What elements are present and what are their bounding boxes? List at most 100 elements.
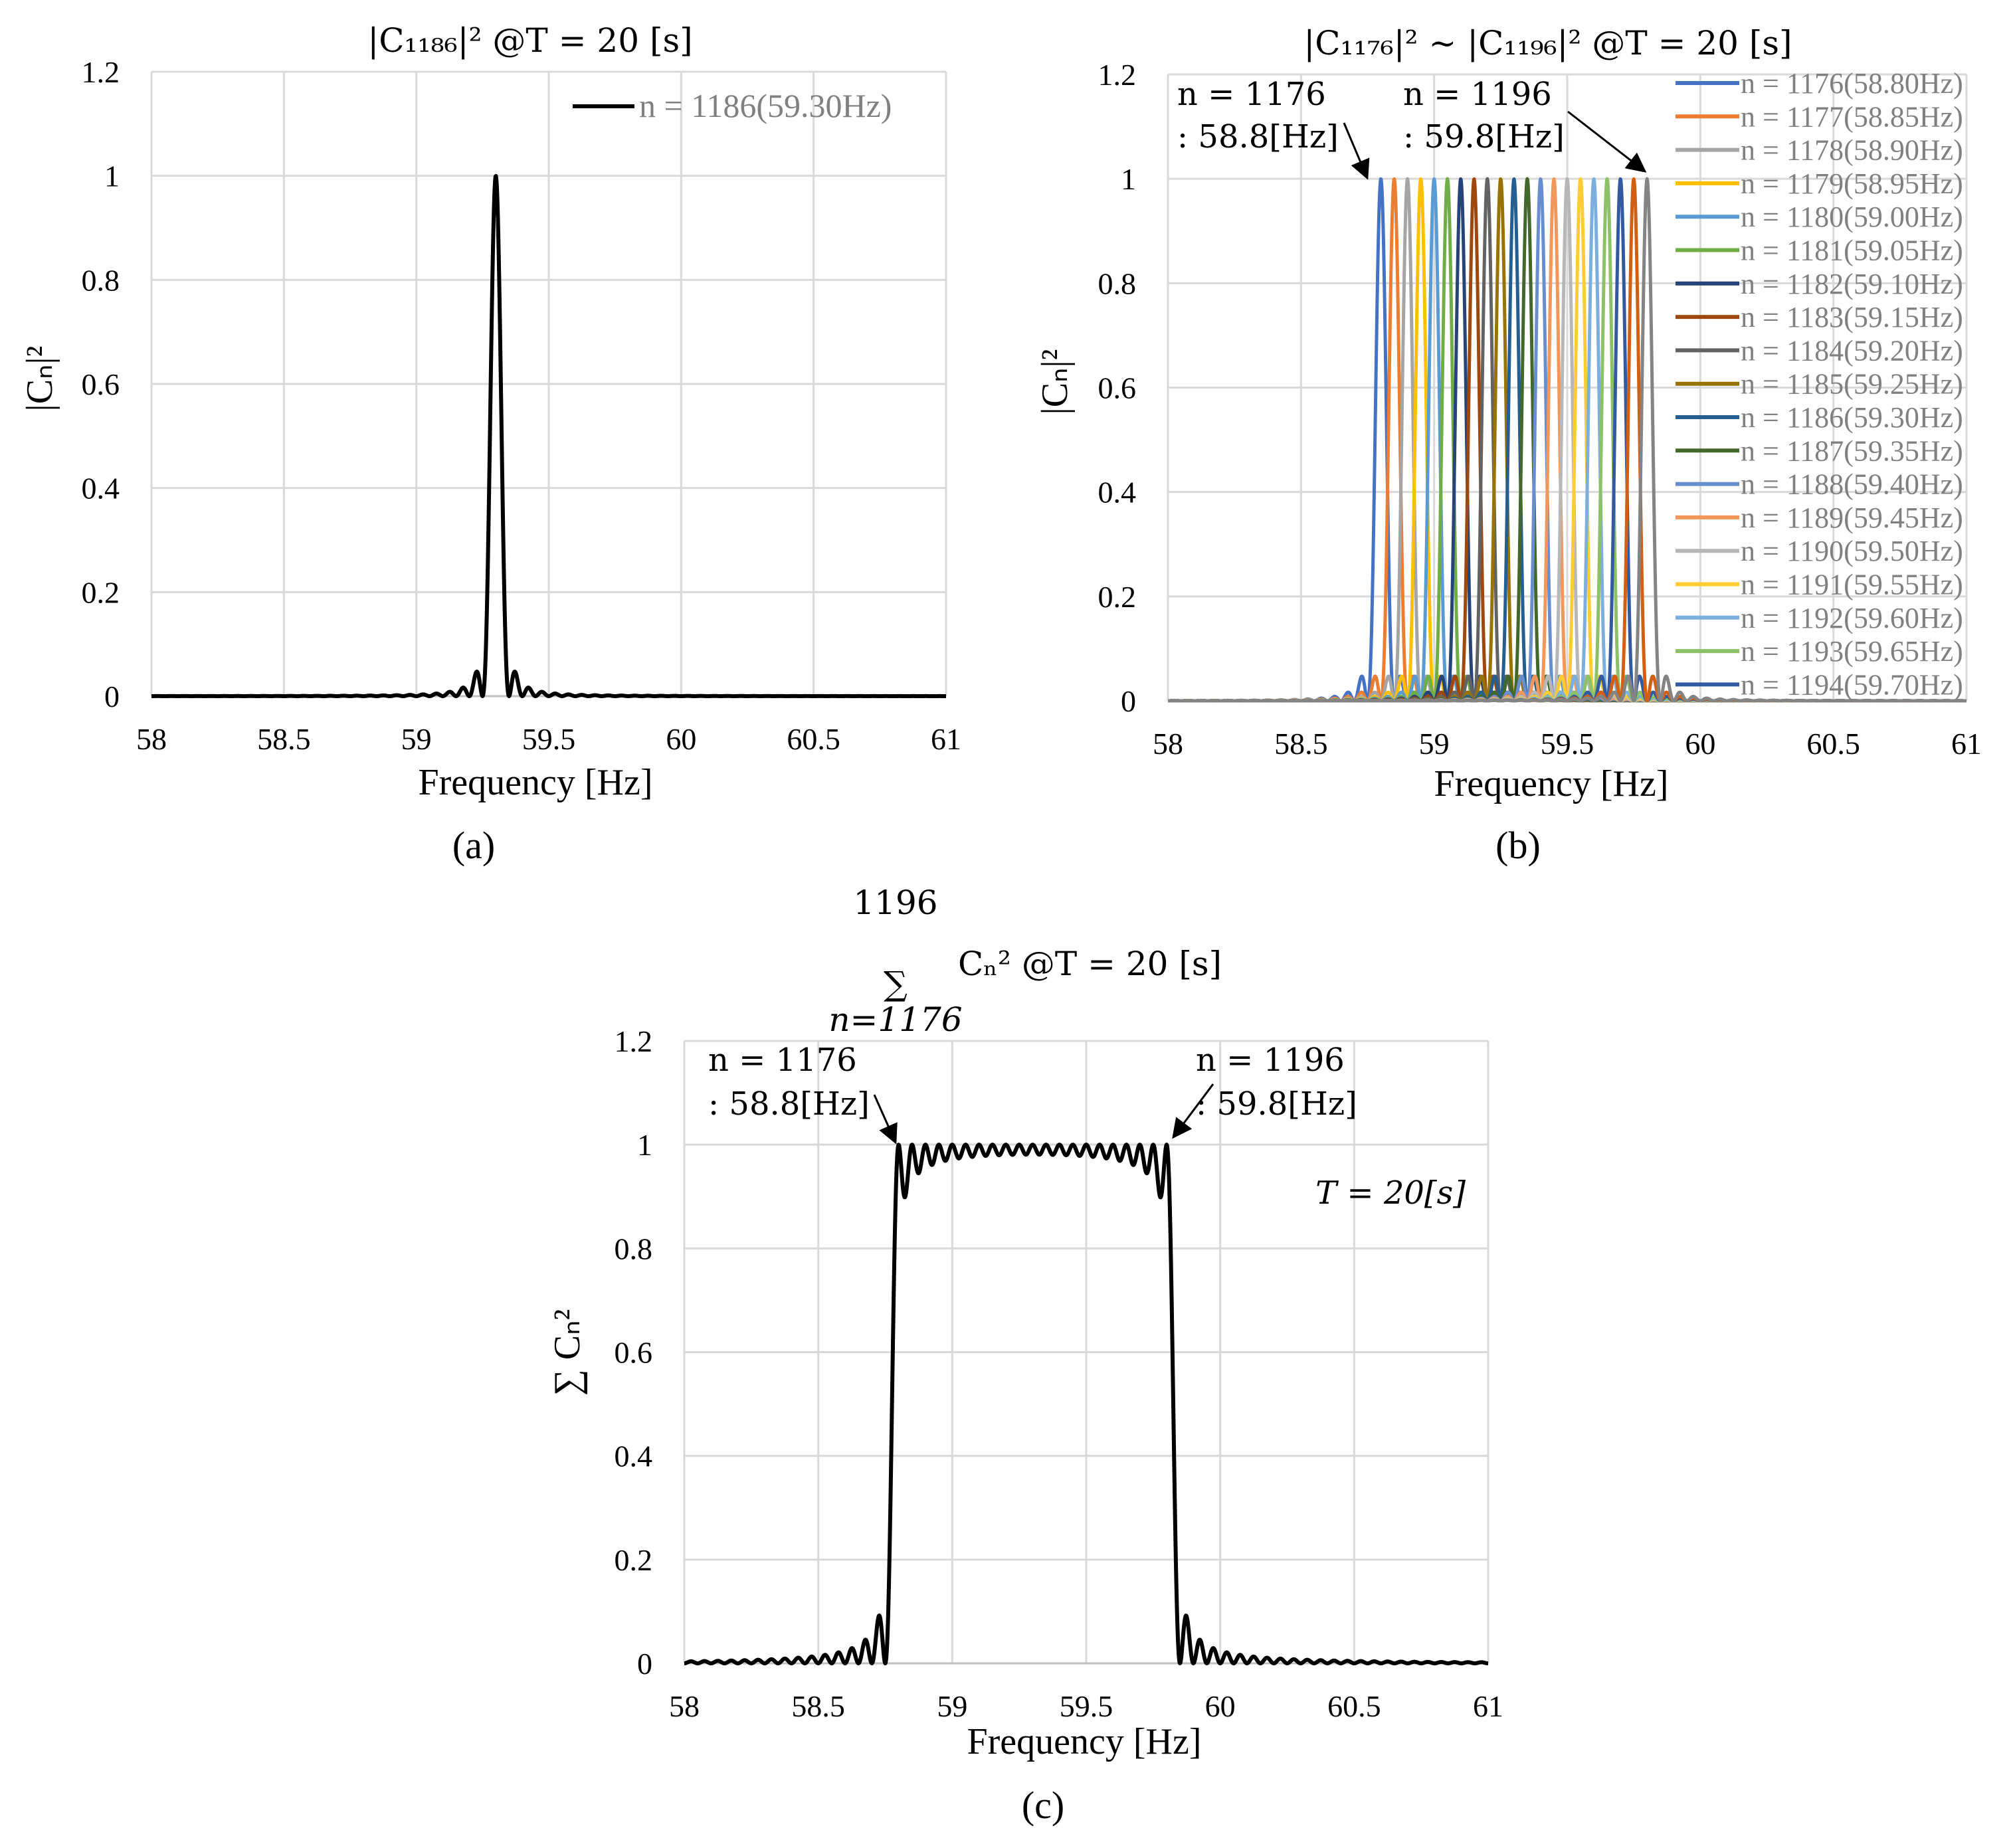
chart-b-legend-entry: n = 1176(58.80Hz) xyxy=(1741,67,1963,100)
chart-b-legend-entry: n = 1187(59.35Hz) xyxy=(1741,434,1963,467)
chart-b-y-tick-label: 0.4 xyxy=(1098,476,1137,509)
chart-b-legend-entry: n = 1186(59.30Hz) xyxy=(1741,401,1963,434)
chart-b-annotation-right-line1: n = 1196 xyxy=(1403,76,1552,113)
chart-a-x-tick-label: 61 xyxy=(931,722,961,756)
chart-b-legend-entry: n = 1192(59.60Hz) xyxy=(1741,602,1963,634)
chart-b-legend-entry: n = 1177(58.85Hz) xyxy=(1741,100,1963,133)
chart-a: 0 0.2 0.4 0.6 0.8 1 1.2 58 58.5 59 59.5 60 60.5 61 |… xyxy=(19,21,961,867)
chart-b-x-tick-label: 58.5 xyxy=(1274,727,1328,761)
chart-c-x-tick-label: 61 xyxy=(1473,1689,1503,1723)
chart-a-title: |C₁₁₈₆|² @T = 20 [s] xyxy=(367,21,692,60)
chart-c-x-label: Frequency [Hz] xyxy=(967,1721,1202,1762)
chart-a-y-label: |Cₙ|² xyxy=(19,346,60,412)
chart-b-series xyxy=(1167,177,1968,703)
chart-b-annotation-left-line1: n = 1176 xyxy=(1177,76,1326,113)
chart-b-legend-entry: n = 1194(59.70Hz) xyxy=(1741,668,1963,701)
chart-a-y-tick-label: 1 xyxy=(104,159,120,193)
chart-b-series-line xyxy=(1167,177,1968,703)
chart-c-x-tick-label: 60.5 xyxy=(1327,1689,1381,1723)
chart-c-y-tick-label: 0.6 xyxy=(615,1336,653,1370)
chart-c-caption: (c) xyxy=(1022,1784,1064,1827)
chart-b-legend-entry: n = 1189(59.45Hz) xyxy=(1741,502,1963,534)
chart-c-annotation-left-line1: n = 1176 xyxy=(708,1042,857,1079)
chart-b-legend: n = 1176(58.80Hz)n = 1177(58.85Hz)n = 11… xyxy=(1676,67,1963,701)
chart-c-annotation-right-line1: n = 1196 xyxy=(1196,1042,1345,1079)
chart-b-x-tick-label: 58 xyxy=(1153,727,1183,761)
chart-a-x-tick-label: 58.5 xyxy=(257,722,311,756)
chart-c-x-tick-label: 59.5 xyxy=(1060,1689,1113,1723)
chart-c-inner-label: T = 20[s] xyxy=(1315,1174,1466,1212)
chart-b-y-tick-label: 0 xyxy=(1121,684,1136,718)
chart-c-x-tick-label: 59 xyxy=(937,1689,967,1723)
chart-c-x-tick-label: 58.5 xyxy=(791,1689,845,1723)
chart-c-grid xyxy=(683,1040,1489,1665)
chart-a-caption: (a) xyxy=(452,824,495,867)
chart-c-y-tick-label: 1 xyxy=(637,1128,652,1162)
chart-c-title-sum-symbol: ∑ xyxy=(884,965,908,1003)
chart-c-annotation-right-arrow xyxy=(1172,1083,1214,1139)
chart-b-y-tick-label: 0.6 xyxy=(1098,371,1137,405)
chart-c-series-line xyxy=(682,1143,1490,1665)
chart-b-legend-entry: n = 1193(59.65Hz) xyxy=(1741,635,1963,668)
chart-c-series xyxy=(682,1143,1490,1665)
chart-b-x-tick-label: 60 xyxy=(1685,727,1715,761)
chart-b-x-tick-label: 60.5 xyxy=(1806,727,1860,761)
chart-a-x-tick-label: 59.5 xyxy=(522,722,576,756)
chart-b-legend-entry: n = 1181(59.05Hz) xyxy=(1741,234,1963,267)
chart-a-y-tick-label: 0 xyxy=(104,680,120,713)
chart-c-x-tick-label: 60 xyxy=(1205,1689,1236,1723)
chart-b-y-tick-label: 0.8 xyxy=(1098,266,1137,300)
chart-c-title-sum-upper: 1196 xyxy=(853,883,937,922)
chart-a-x-label: Frequency [Hz] xyxy=(419,762,653,803)
chart-a-x-tick-label: 60 xyxy=(666,722,696,756)
chart-a-series-line xyxy=(149,173,948,698)
chart-c-title-sum-lower: n=1176 xyxy=(828,1000,962,1039)
chart-b-annotation-right-line2: : 59.8[Hz] xyxy=(1403,118,1565,155)
chart-b-annotation-left-line2: : 58.8[Hz] xyxy=(1177,118,1339,155)
chart-b-y-tick-label: 1 xyxy=(1121,162,1136,196)
chart-a-grid xyxy=(150,70,947,697)
chart-b-legend-entry: n = 1182(59.10Hz) xyxy=(1741,268,1963,300)
chart-b-legend-entry: n = 1191(59.55Hz) xyxy=(1741,569,1963,601)
chart-b-annotation-left-arrow xyxy=(1343,122,1370,180)
chart-b-y-label: |Cₙ|² xyxy=(1034,349,1076,415)
chart-b-legend-entry: n = 1184(59.20Hz) xyxy=(1741,334,1963,367)
chart-a-x-tick-label: 58 xyxy=(136,722,167,756)
chart-b-annotation-right-arrow xyxy=(1567,110,1647,173)
chart-c-y-tick-label: 0.2 xyxy=(615,1543,653,1577)
chart-b-x-tick-label: 59 xyxy=(1419,727,1450,761)
chart-a-x-ticks: 58 58.5 59 59.5 60 60.5 61 xyxy=(136,722,961,756)
chart-a-y-tick-label: 0.6 xyxy=(82,367,120,401)
chart-a-y-tick-label: 0.8 xyxy=(82,263,120,297)
chart-c-y-tick-label: 0.8 xyxy=(615,1232,653,1265)
chart-c-y-tick-label: 0 xyxy=(637,1647,652,1681)
chart-c-annotation-right-line2: : 59.8[Hz] xyxy=(1196,1085,1357,1123)
chart-b-x-ticks: 58 58.5 59 59.5 60 60.5 61 xyxy=(1153,727,1982,761)
chart-a-y-tick-label: 1.2 xyxy=(82,55,120,89)
chart-b-legend-entry: n = 1183(59.15Hz) xyxy=(1741,301,1963,333)
chart-b-y-tick-label: 0.2 xyxy=(1098,580,1137,614)
chart-a-y-ticks: 0 0.2 0.4 0.6 0.8 1 1.2 xyxy=(82,55,120,713)
chart-c-x-ticks: 58 58.5 59 59.5 60 60.5 61 xyxy=(669,1689,1503,1723)
chart-b-legend-entry: n = 1190(59.50Hz) xyxy=(1741,535,1963,567)
chart-b-legend-entry: n = 1179(58.95Hz) xyxy=(1741,167,1963,200)
chart-b-y-ticks: 0 0.2 0.4 0.6 0.8 1 1.2 xyxy=(1098,58,1137,718)
chart-c: 0 0.2 0.4 0.6 0.8 1 1.2 58 58.5 59 59.5 60 60.5 61 1… xyxy=(547,883,1503,1827)
chart-b-x-tick-label: 61 xyxy=(1951,727,1982,761)
chart-b-x-tick-label: 59.5 xyxy=(1541,727,1594,761)
chart-b-y-tick-label: 1.2 xyxy=(1098,58,1137,92)
chart-b-legend-entry: n = 1180(59.00Hz) xyxy=(1741,201,1963,233)
chart-c-annotation-left-line2: : 58.8[Hz] xyxy=(708,1085,870,1123)
chart-c-title-rest: Cₙ² @T = 20 [s] xyxy=(958,945,1222,983)
chart-a-x-tick-label: 59 xyxy=(401,722,432,756)
chart-b-x-label: Frequency [Hz] xyxy=(1434,763,1669,804)
chart-a-y-tick-label: 0.4 xyxy=(82,472,120,506)
chart-b: 0 0.2 0.4 0.6 0.8 1 1.2 58 58.5 59 59.5 60 60.5 61 |… xyxy=(1034,24,1982,867)
chart-c-y-tick-label: 1.2 xyxy=(615,1024,653,1058)
chart-c-annotation-left-arrow xyxy=(873,1094,898,1145)
chart-a-x-tick-label: 60.5 xyxy=(787,722,840,756)
chart-a-series xyxy=(149,173,948,698)
chart-c-x-tick-label: 58 xyxy=(669,1689,700,1723)
chart-b-legend-entry: n = 1178(58.90Hz) xyxy=(1741,134,1963,167)
